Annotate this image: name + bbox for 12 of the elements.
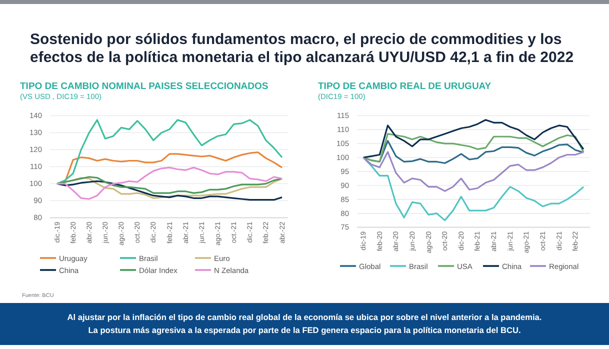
line-series — [362, 151, 584, 192]
chart-title: TIPO DE CAMBIO REAL DE URUGUAY — [318, 81, 492, 92]
line-series — [56, 180, 283, 201]
line-series — [56, 166, 283, 200]
chart-title: TIPO DE CAMBIO NOMINAL PAISES SELECCIONADOS — [20, 81, 268, 92]
line-series — [56, 176, 283, 194]
line-series — [362, 119, 584, 158]
text: La postura más agresiva a la esperada por parte de la FED genera espacio para la política monetaria del BCU. — [88, 325, 521, 335]
line-series — [362, 133, 584, 163]
text: Al ajustar por la inflación el tipo de cambio real global de la economía se ubica por sobre el nivel anterior a la pandemia. — [67, 312, 542, 322]
line-series — [56, 119, 283, 184]
text: Sostenido por sólidos fundamentos macro, el precio de commodities y los efectos de la política monetaria el tipo alcanzará UYU/USD 42,1 a fin de 2022 — [30, 31, 574, 66]
